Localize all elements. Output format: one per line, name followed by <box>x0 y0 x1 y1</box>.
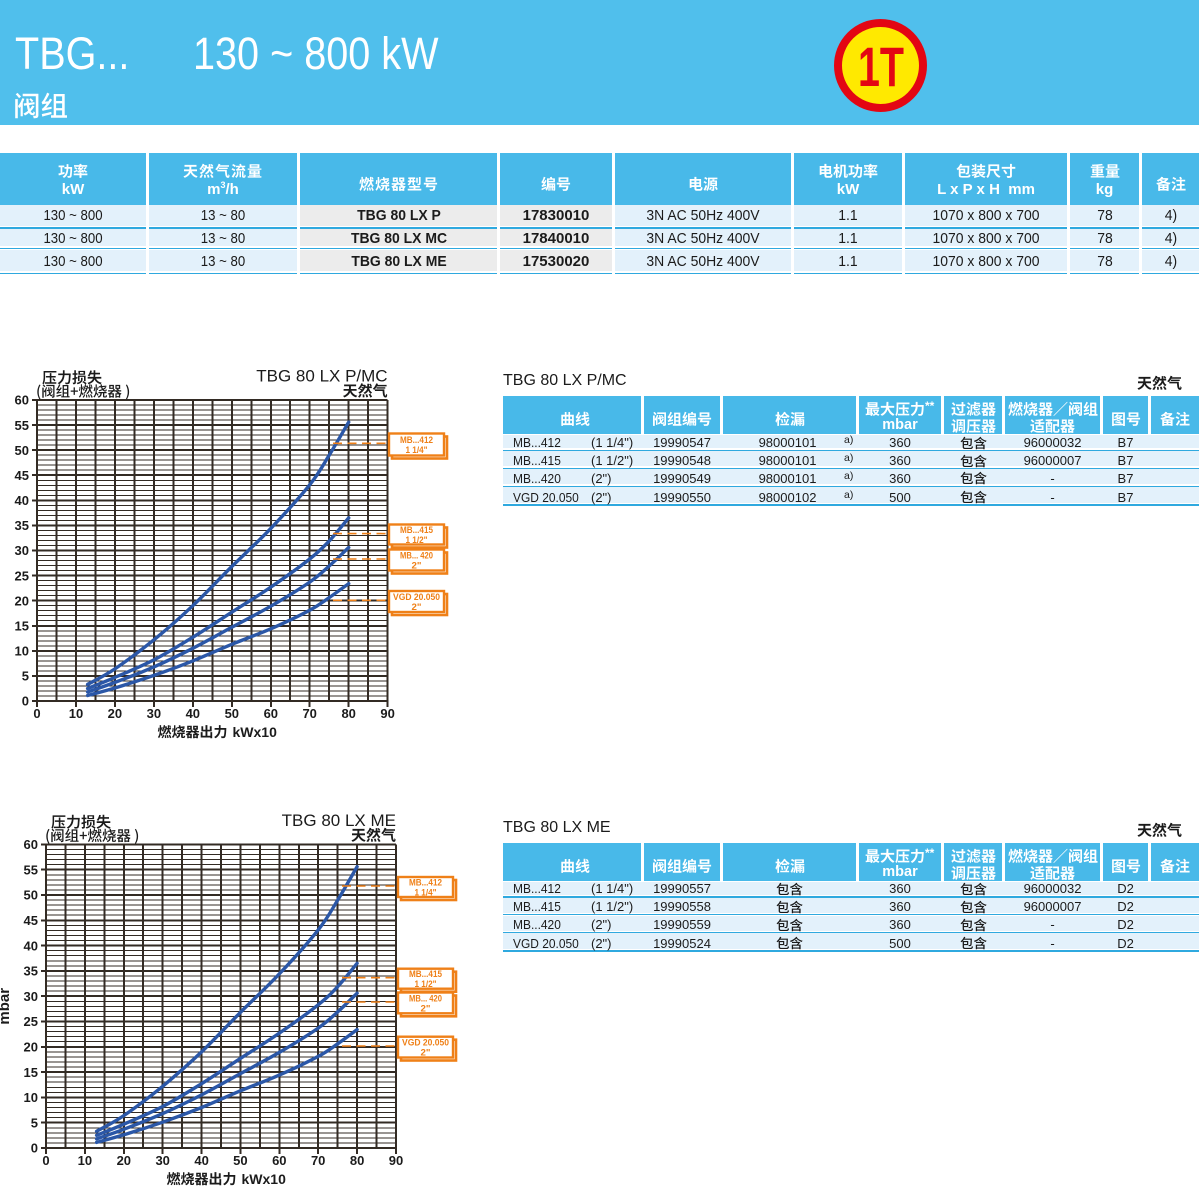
svg-text:mbar: mbar <box>0 988 13 1025</box>
svg-text:30: 30 <box>24 989 38 1004</box>
svg-text:0: 0 <box>33 706 40 721</box>
svg-text:20: 20 <box>117 1153 131 1168</box>
svg-text:60: 60 <box>15 393 29 408</box>
svg-text:70: 70 <box>302 706 316 721</box>
svg-text:30: 30 <box>147 706 161 721</box>
svg-text:TBG 80 LX ME: TBG 80 LX ME <box>282 811 396 830</box>
svg-text:60: 60 <box>264 706 278 721</box>
svg-text:VGD 20.050: VGD 20.050 <box>402 1038 449 1049</box>
svg-text:2": 2" <box>421 1003 431 1014</box>
svg-text:kWx10: kWx10 <box>233 724 278 740</box>
svg-text:30: 30 <box>15 543 29 558</box>
svg-text:50: 50 <box>233 1153 247 1168</box>
svg-text:90: 90 <box>389 1153 403 1168</box>
svg-text:20: 20 <box>15 593 29 608</box>
svg-text:55: 55 <box>15 418 29 433</box>
svg-text:10: 10 <box>24 1090 38 1105</box>
svg-text:60: 60 <box>272 1153 286 1168</box>
svg-text:60: 60 <box>24 837 38 852</box>
svg-text:0: 0 <box>22 694 29 709</box>
svg-text:2": 2" <box>421 1048 431 1059</box>
svg-text:80: 80 <box>350 1153 364 1168</box>
svg-text:50: 50 <box>15 443 29 458</box>
svg-text:20: 20 <box>108 706 122 721</box>
svg-text:1T: 1T <box>858 35 904 98</box>
svg-text:0: 0 <box>42 1153 49 1168</box>
svg-text:90: 90 <box>380 706 394 721</box>
svg-text:40: 40 <box>24 938 38 953</box>
svg-text:10: 10 <box>69 706 83 721</box>
svg-text:5: 5 <box>22 669 29 684</box>
svg-text:10: 10 <box>15 644 29 659</box>
svg-text:30: 30 <box>155 1153 169 1168</box>
svg-text:mbar: mbar <box>0 542 4 579</box>
svg-text:15: 15 <box>24 1065 38 1080</box>
svg-text:35: 35 <box>24 964 38 979</box>
svg-text:40: 40 <box>15 493 29 508</box>
svg-text:MB... 420: MB... 420 <box>400 551 433 562</box>
svg-text:MB...412: MB...412 <box>409 878 442 889</box>
svg-text:1 1/2": 1 1/2" <box>415 979 437 990</box>
svg-text:25: 25 <box>24 1014 38 1029</box>
svg-text:45: 45 <box>24 913 38 928</box>
svg-text:MB...415: MB...415 <box>400 525 434 536</box>
svg-text:2": 2" <box>412 602 422 613</box>
svg-text:15: 15 <box>15 618 29 633</box>
svg-text:2": 2" <box>412 561 422 572</box>
svg-text:1 1/4": 1 1/4" <box>406 445 428 456</box>
svg-text:MB...412: MB...412 <box>400 435 433 446</box>
svg-text:MB...415: MB...415 <box>409 969 443 980</box>
svg-text:1 1/2": 1 1/2" <box>406 535 428 546</box>
svg-text:80: 80 <box>341 706 355 721</box>
svg-text:TBG 80 LX P/MC: TBG 80 LX P/MC <box>256 367 387 386</box>
svg-text:35: 35 <box>15 518 29 533</box>
svg-text:40: 40 <box>186 706 200 721</box>
svg-text:25: 25 <box>15 568 29 583</box>
svg-text:70: 70 <box>311 1153 325 1168</box>
svg-text:VGD 20.050: VGD 20.050 <box>393 592 440 603</box>
svg-text:10: 10 <box>78 1153 92 1168</box>
svg-text:50: 50 <box>225 706 239 721</box>
svg-text:20: 20 <box>24 1040 38 1055</box>
svg-text:55: 55 <box>24 862 38 877</box>
svg-text:kWx10: kWx10 <box>242 1171 287 1187</box>
svg-text:45: 45 <box>15 468 29 483</box>
svg-text:5: 5 <box>31 1115 38 1130</box>
svg-text:0: 0 <box>31 1141 38 1156</box>
svg-text:1 1/4": 1 1/4" <box>415 888 437 899</box>
svg-text:40: 40 <box>194 1153 208 1168</box>
svg-text:50: 50 <box>24 888 38 903</box>
svg-text:MB... 420: MB... 420 <box>409 993 442 1004</box>
